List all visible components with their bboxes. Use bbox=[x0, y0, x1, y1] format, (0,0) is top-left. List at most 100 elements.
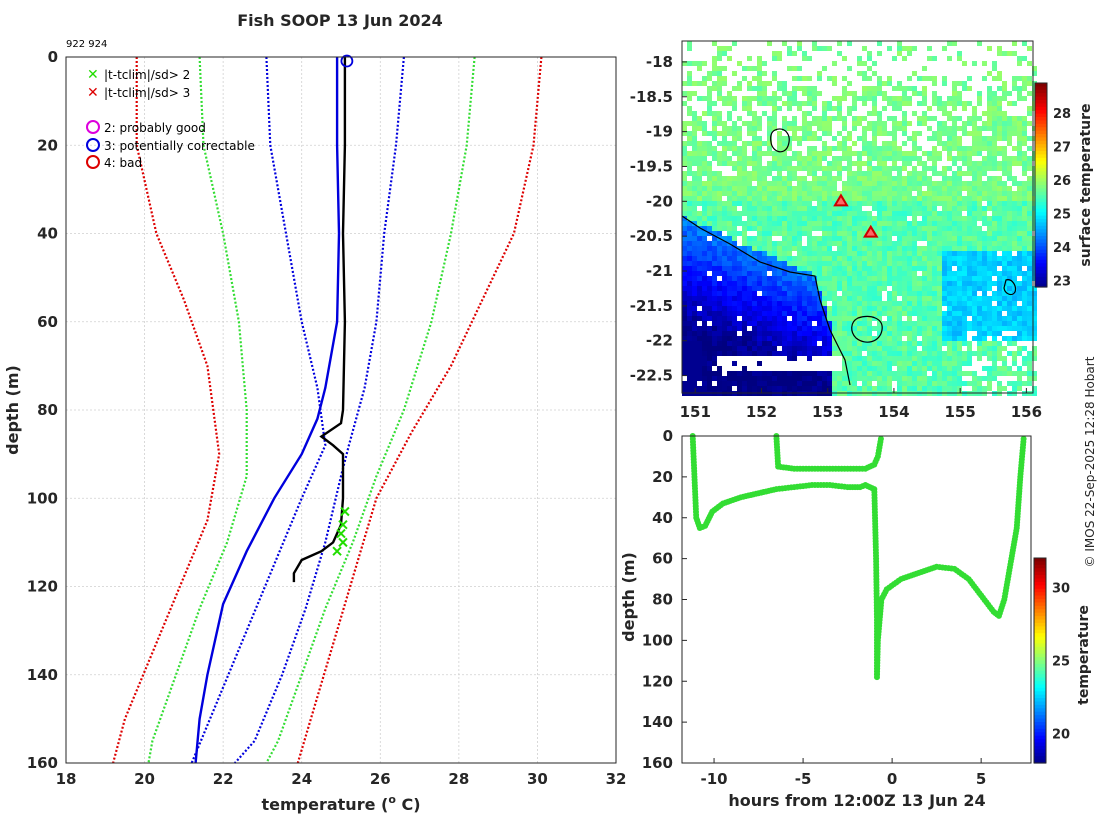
map-cell bbox=[982, 306, 987, 311]
map-cell bbox=[917, 361, 922, 366]
map-cell bbox=[757, 96, 762, 101]
map-cell bbox=[727, 271, 732, 276]
map-cell bbox=[972, 246, 977, 251]
map-cell bbox=[992, 121, 997, 126]
map-cell bbox=[1022, 206, 1027, 211]
map-cell bbox=[697, 346, 702, 351]
map-cell bbox=[797, 296, 802, 301]
map-cell bbox=[772, 211, 777, 216]
map-cell bbox=[712, 206, 717, 211]
map-cell bbox=[1022, 261, 1027, 266]
map-cell bbox=[782, 116, 787, 121]
map-cell bbox=[877, 176, 882, 181]
map-cell bbox=[907, 356, 912, 361]
map-cell bbox=[802, 201, 807, 206]
map-cell bbox=[972, 241, 977, 246]
map-cell bbox=[837, 371, 842, 376]
y-tick-label: 20 bbox=[37, 136, 58, 154]
map-cell bbox=[692, 361, 697, 366]
map-cell bbox=[757, 371, 762, 376]
map-cell bbox=[852, 331, 857, 336]
map-cell bbox=[967, 226, 972, 231]
map-cell bbox=[902, 231, 907, 236]
map-cell bbox=[747, 86, 752, 91]
map-cell bbox=[1007, 186, 1012, 191]
map-cell bbox=[682, 251, 687, 256]
map-cell bbox=[922, 306, 927, 311]
map-cell bbox=[697, 181, 702, 186]
map-cell bbox=[837, 176, 842, 181]
map-cell bbox=[942, 356, 947, 361]
map-cell bbox=[792, 86, 797, 91]
map-cell bbox=[977, 386, 982, 391]
map-cell bbox=[792, 131, 797, 136]
map-cell bbox=[722, 271, 727, 276]
map-cell bbox=[1022, 56, 1027, 61]
map-cell bbox=[687, 286, 692, 291]
map-cell bbox=[722, 256, 727, 261]
map-cell bbox=[702, 221, 707, 226]
map-cell bbox=[722, 286, 727, 291]
map-cell bbox=[917, 306, 922, 311]
map-cell bbox=[862, 231, 867, 236]
map-cell bbox=[992, 296, 997, 301]
map-cell bbox=[952, 211, 957, 216]
colorbar-tick-label: 27 bbox=[1053, 141, 1071, 156]
map-cell bbox=[777, 276, 782, 281]
map-cell bbox=[1002, 136, 1007, 141]
map-cell bbox=[997, 366, 1002, 371]
map-cell bbox=[717, 331, 722, 336]
map-cell bbox=[787, 301, 792, 306]
map-cell bbox=[727, 286, 732, 291]
map-cell bbox=[687, 181, 692, 186]
colorbar-swatch bbox=[1035, 242, 1047, 247]
map-cell bbox=[712, 86, 717, 91]
map-cell bbox=[992, 341, 997, 346]
map-cell bbox=[822, 381, 827, 386]
map-cell bbox=[727, 191, 732, 196]
map-cell bbox=[727, 156, 732, 161]
x-tick-label: 155 bbox=[944, 403, 975, 421]
map-cell bbox=[687, 356, 692, 361]
map-cell bbox=[687, 326, 692, 331]
map-cell bbox=[857, 156, 862, 161]
map-cell bbox=[862, 371, 867, 376]
map-cell bbox=[1022, 81, 1027, 86]
map-cell bbox=[947, 326, 952, 331]
map-cell bbox=[1002, 356, 1007, 361]
map-cell bbox=[847, 176, 852, 181]
map-cell bbox=[997, 186, 1002, 191]
map-cell bbox=[927, 181, 932, 186]
map-cell bbox=[907, 321, 912, 326]
map-cell bbox=[927, 316, 932, 321]
map-cell bbox=[687, 201, 692, 206]
map-cell bbox=[882, 256, 887, 261]
map-cell bbox=[752, 111, 757, 116]
map-cell bbox=[852, 296, 857, 301]
map-cell bbox=[907, 361, 912, 366]
map-cell bbox=[732, 181, 737, 186]
colorbar-swatch bbox=[1034, 619, 1046, 624]
colorbar-swatch bbox=[1034, 578, 1046, 583]
map-cell bbox=[682, 206, 687, 211]
map-cell bbox=[1027, 371, 1032, 376]
map-cell bbox=[827, 286, 832, 291]
map-cell bbox=[1027, 256, 1032, 261]
map-cell bbox=[847, 286, 852, 291]
station-marker-icon bbox=[833, 193, 849, 207]
map-cell bbox=[1012, 311, 1017, 316]
map-cell bbox=[927, 206, 932, 211]
map-cell bbox=[772, 351, 777, 356]
map-cell bbox=[722, 251, 727, 256]
map-cell bbox=[802, 386, 807, 391]
map-cell bbox=[737, 276, 742, 281]
map-cell bbox=[687, 91, 692, 96]
map-cell bbox=[877, 236, 882, 241]
map-cell bbox=[752, 216, 757, 221]
map-cell bbox=[867, 346, 872, 351]
map-cell bbox=[922, 246, 927, 251]
map-cell bbox=[932, 216, 937, 221]
map-cell bbox=[907, 366, 912, 371]
map-cell bbox=[767, 381, 772, 386]
map-cell bbox=[827, 331, 832, 336]
